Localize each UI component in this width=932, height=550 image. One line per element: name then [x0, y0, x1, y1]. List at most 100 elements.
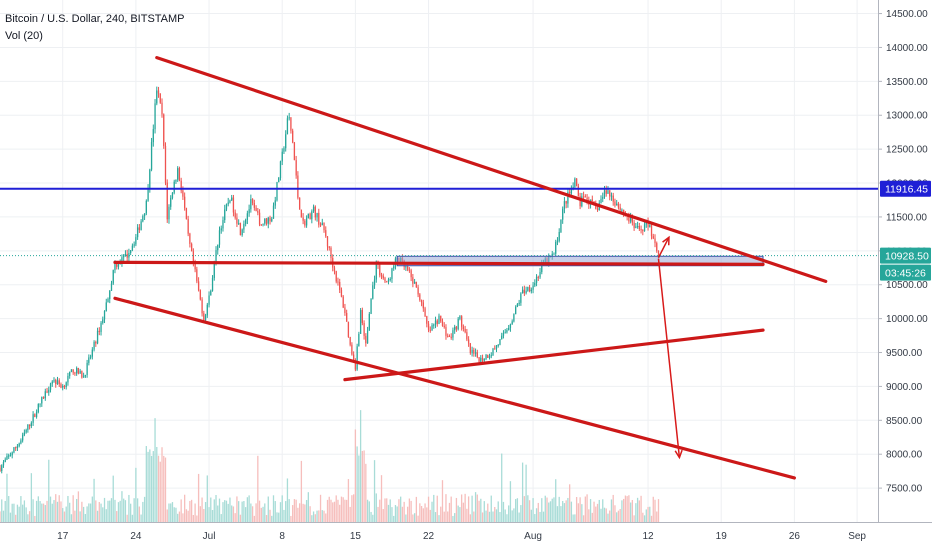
candle-body — [201, 299, 203, 314]
candle-body — [281, 151, 283, 162]
candle-body — [187, 219, 189, 234]
candle-body — [84, 374, 87, 377]
volume-bar — [316, 510, 318, 522]
candle-body — [152, 129, 154, 143]
candle-body — [478, 357, 480, 362]
candle-body — [412, 277, 414, 284]
candle-body — [433, 324, 435, 326]
volume-bar — [497, 501, 499, 522]
volume-bar — [454, 513, 456, 522]
volume-bar — [56, 501, 59, 522]
candle-body — [8, 455, 10, 457]
candle-body — [596, 208, 599, 211]
volume-bar — [305, 500, 308, 522]
volume-bar — [481, 512, 484, 522]
candle-body — [292, 130, 294, 143]
volume-bar — [537, 502, 539, 522]
candle-body — [133, 244, 135, 246]
candle-body — [481, 357, 484, 361]
volume-indicator-label[interactable]: Vol (20) — [5, 30, 43, 42]
volume-bar — [460, 494, 463, 522]
volume-bar — [476, 494, 478, 522]
volume-bar — [368, 501, 370, 522]
candle-body — [131, 245, 134, 251]
candle-body — [570, 187, 573, 194]
level-price-tag: 11916.45 — [885, 184, 928, 196]
candle-body — [157, 90, 160, 94]
candle-body — [154, 103, 156, 130]
candle-body — [262, 223, 264, 225]
candle-body — [218, 230, 221, 245]
volume-bar — [182, 513, 184, 522]
volume-bar — [145, 446, 147, 522]
candle-body — [424, 308, 426, 317]
volume-bar — [535, 508, 538, 522]
candle-body — [501, 335, 503, 340]
volume-bar — [6, 473, 8, 522]
volume-bar — [184, 494, 186, 522]
volume-bar — [260, 507, 262, 522]
volume-bar — [569, 484, 571, 522]
price-tick-label: 9500.00 — [886, 348, 923, 359]
candle-body — [340, 289, 343, 297]
time-axis[interactable]: 17 24 Jul 8 15 22 Aug 12 19 26 Sep — [0, 522, 932, 543]
volume-bar — [86, 506, 88, 522]
volume-bar — [171, 502, 174, 522]
candle-body — [492, 348, 494, 356]
candle-body — [255, 207, 257, 212]
volume-bar — [217, 505, 219, 522]
candle-body — [81, 370, 83, 378]
volume-bar — [588, 509, 590, 522]
candle-body — [274, 200, 276, 206]
volume-bar — [373, 460, 376, 522]
price-tick-label: 13000.00 — [886, 111, 928, 122]
volume-bar — [114, 499, 116, 522]
volume-bar — [218, 498, 221, 522]
volume-bar — [9, 512, 12, 522]
candle-body — [290, 117, 292, 131]
candle-body — [584, 196, 586, 198]
volume-bar — [325, 513, 327, 522]
candle-body — [346, 312, 348, 322]
last-price-tag: 10928.50 — [885, 251, 929, 263]
price-tick-label: 11500.00 — [886, 212, 927, 223]
volume-bar — [170, 503, 172, 522]
volume-bar — [81, 501, 83, 522]
volume-bar — [199, 506, 201, 522]
volume-bar — [614, 505, 616, 522]
volume-bar — [67, 495, 69, 522]
candle-body — [612, 195, 614, 202]
candle-body — [534, 282, 536, 286]
volume-bar — [649, 506, 651, 522]
candle-body — [196, 269, 198, 282]
candle-body — [616, 203, 618, 206]
candle-body — [497, 344, 499, 346]
symbol-label[interactable]: Bitcoin / U.S. Dollar, 240, BITSTAMP — [5, 13, 185, 25]
candle-body — [182, 190, 184, 197]
candle-body — [309, 213, 311, 220]
candle-body — [189, 233, 191, 244]
volume-bar — [643, 515, 646, 522]
volume-bar — [95, 500, 97, 522]
candle-body — [450, 336, 452, 338]
volume-bar — [107, 500, 109, 522]
candle-body — [295, 160, 297, 176]
candle-body — [607, 190, 609, 194]
candle-body — [51, 381, 53, 384]
volume-bar — [278, 512, 280, 522]
volume-bar — [499, 511, 501, 522]
candle-body — [333, 267, 336, 272]
candle-body — [204, 315, 207, 321]
volume-bar — [130, 503, 132, 522]
candle-body — [184, 196, 186, 208]
candle-body — [48, 389, 50, 393]
candle-body — [354, 361, 357, 370]
volume-bar — [645, 509, 647, 522]
volume-bar — [292, 505, 294, 522]
volume-bar — [384, 498, 386, 522]
volume-bar — [549, 501, 552, 522]
volume-bar — [318, 510, 320, 522]
volume-bar — [18, 506, 20, 522]
volume-bar — [387, 504, 390, 522]
